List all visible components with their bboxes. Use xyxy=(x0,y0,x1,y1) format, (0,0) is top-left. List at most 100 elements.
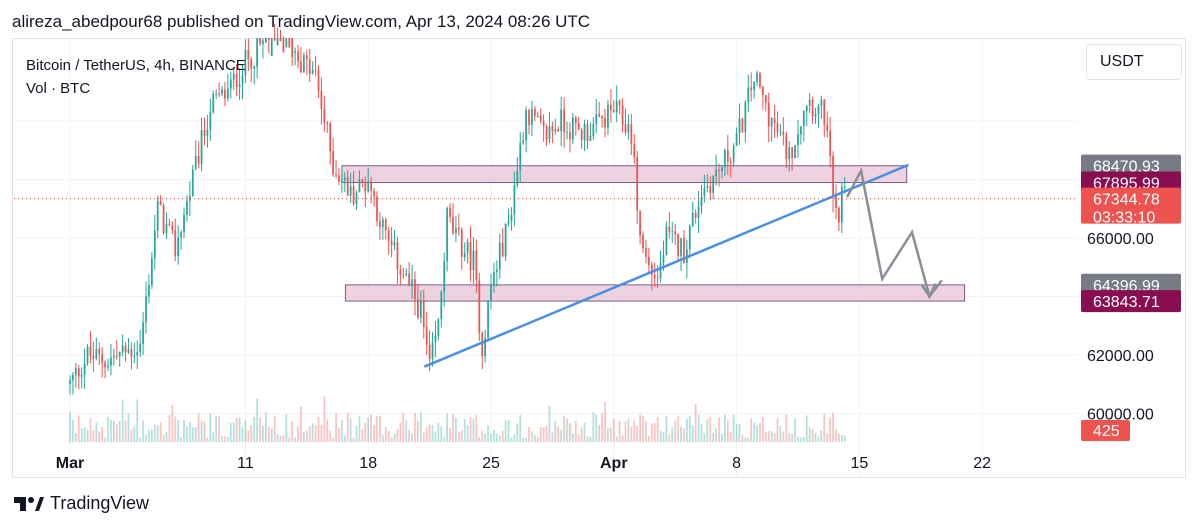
candle-body xyxy=(414,279,416,300)
volume-bar xyxy=(718,417,720,442)
candle-body xyxy=(703,187,706,197)
volume-bar xyxy=(168,414,171,442)
candle-body xyxy=(726,149,729,162)
volume-bar xyxy=(197,413,200,442)
volume-bar xyxy=(706,419,709,442)
candle-body xyxy=(279,38,282,42)
candle-body xyxy=(171,224,174,231)
volume-bar xyxy=(270,428,273,442)
candle-body xyxy=(683,238,685,263)
volume-bar xyxy=(814,433,817,442)
volume-bar xyxy=(446,413,449,442)
volume-bar xyxy=(574,420,577,442)
volume-bar xyxy=(250,425,253,442)
volume-bar xyxy=(311,423,314,442)
candle-body xyxy=(671,231,674,233)
candle-body xyxy=(212,93,215,112)
volume-bar xyxy=(525,437,527,442)
candle-body xyxy=(735,133,738,146)
volume-bar xyxy=(820,430,823,442)
volume-bar xyxy=(253,417,256,442)
candle-body xyxy=(642,235,644,249)
volume-bar xyxy=(358,416,361,442)
candle-body xyxy=(218,93,220,95)
volume-bar xyxy=(308,426,311,442)
volume-bar xyxy=(180,437,182,442)
volume-bar xyxy=(121,399,124,442)
candle-body xyxy=(148,285,150,297)
volume-bar xyxy=(460,430,463,442)
candle-body xyxy=(466,241,469,254)
candle-body xyxy=(767,102,770,127)
candle-body xyxy=(343,177,346,181)
candle-body xyxy=(431,342,434,360)
candle-body xyxy=(586,124,589,141)
volume-bar xyxy=(662,432,665,442)
volume-legend[interactable]: Vol · BTC xyxy=(26,80,91,97)
candle-body xyxy=(235,73,238,88)
candle-body xyxy=(381,219,384,227)
volume-bar xyxy=(481,430,484,442)
x-tick-label: 18 xyxy=(359,455,377,472)
volume-bar xyxy=(279,435,282,442)
candle-body xyxy=(753,81,756,91)
volume-bar xyxy=(346,413,349,442)
candle-body xyxy=(188,196,191,201)
candle-body xyxy=(805,105,808,112)
volume-bar xyxy=(297,426,299,442)
chart-frame[interactable] xyxy=(12,38,1186,478)
candle-body xyxy=(253,66,256,69)
candle-body xyxy=(522,140,525,143)
volume-bar xyxy=(493,429,495,442)
y-tick-label: 62000.00 xyxy=(1087,348,1154,365)
candle-body xyxy=(174,230,177,257)
volume-bar xyxy=(659,430,662,442)
candle-body xyxy=(688,225,691,250)
symbol-legend[interactable]: Bitcoin / TetherUS, 4h, BINANCE xyxy=(26,57,246,74)
candle-body xyxy=(487,300,489,338)
trendline xyxy=(423,163,909,368)
candle-body xyxy=(490,284,492,301)
volume-bar xyxy=(694,403,697,442)
volume-bar xyxy=(150,429,153,442)
candle-body xyxy=(493,272,495,285)
candle-body xyxy=(452,216,454,234)
volume-bar xyxy=(86,429,89,442)
volume-bar xyxy=(653,423,656,442)
volume-bar xyxy=(434,431,437,442)
candle-body xyxy=(481,333,484,357)
candle-body xyxy=(136,352,139,356)
candle-body xyxy=(715,170,717,177)
volume-bar xyxy=(83,427,86,442)
volume-bar xyxy=(89,418,92,442)
volume-bar xyxy=(282,435,285,442)
candle-body xyxy=(323,108,326,123)
volume-bar xyxy=(303,432,305,442)
volume-bar xyxy=(361,429,364,442)
volume-bar xyxy=(305,430,308,442)
volume-bar xyxy=(364,422,367,442)
candle-body xyxy=(270,38,273,57)
candle-body xyxy=(498,242,501,270)
currency-selector[interactable]: USDT xyxy=(1086,44,1182,80)
volume-bar xyxy=(355,425,358,442)
tradingview-footer[interactable]: TradingView xyxy=(14,493,149,514)
volume-bar xyxy=(671,427,674,442)
candle-body xyxy=(639,210,641,236)
candle-body xyxy=(297,51,299,62)
candle-body xyxy=(130,349,133,357)
volume-bar xyxy=(642,415,644,442)
x-tick-label: 22 xyxy=(973,455,991,472)
candle-body xyxy=(539,115,542,121)
volume-bar xyxy=(74,433,77,442)
volume-bar xyxy=(203,421,206,442)
candle-body xyxy=(592,123,595,136)
volume-bar xyxy=(200,420,203,442)
candle-body xyxy=(510,214,513,222)
candle-body xyxy=(533,108,536,117)
candle-body xyxy=(621,105,624,125)
candle-body xyxy=(139,343,142,353)
volume-bar xyxy=(741,434,744,442)
volume-bar xyxy=(703,433,706,442)
